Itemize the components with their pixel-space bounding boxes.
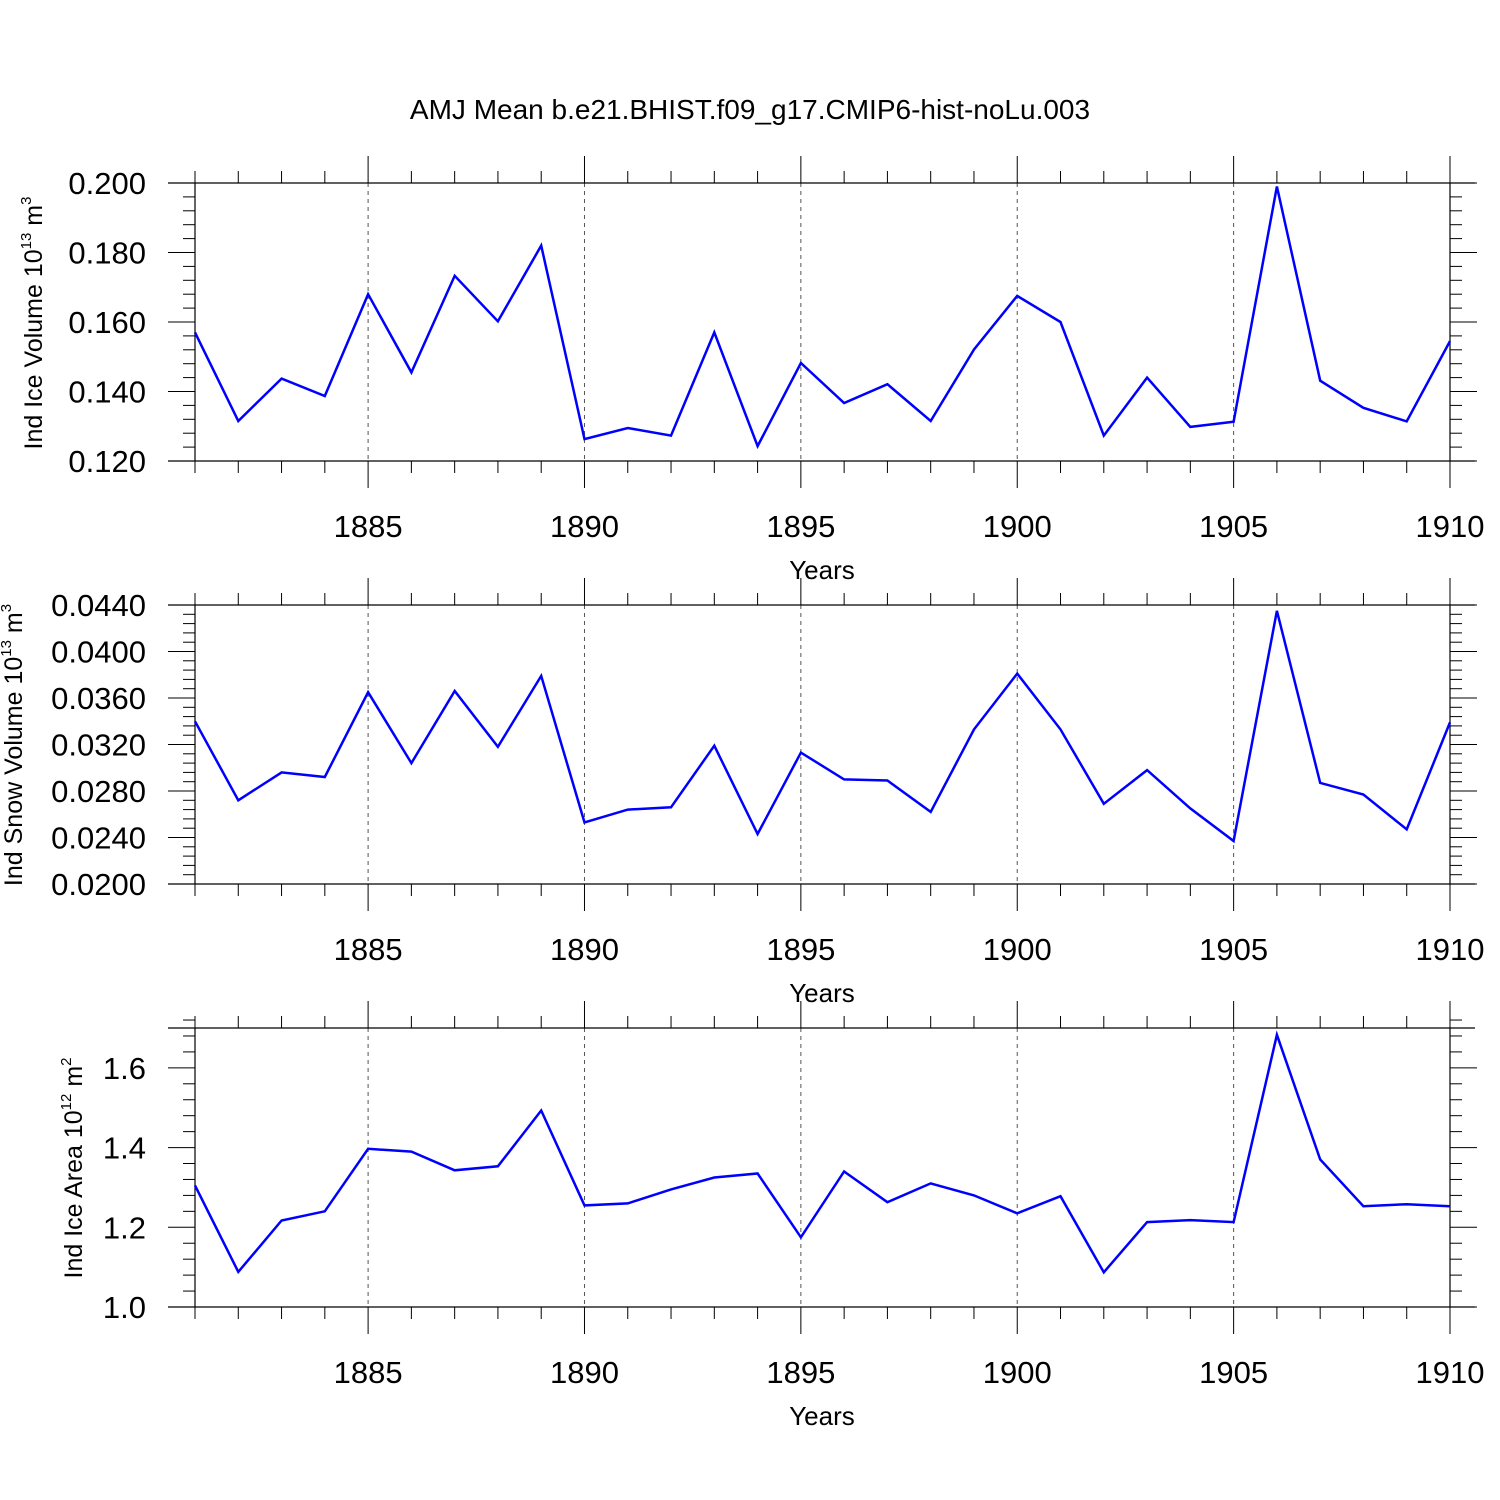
y-tick-label: 0.0280: [51, 774, 146, 809]
x-tick-label: 1910: [1416, 932, 1485, 967]
x-tick-label: 1890: [550, 932, 619, 967]
panel-snow-volume: Years Ind Snow Volume 1013 m3 1885 1890 18…: [0, 578, 1484, 1008]
y-axis-label-exponent: 13: [0, 640, 15, 657]
y-tick-label: 0.0240: [51, 821, 146, 856]
x-tick-label: 1895: [766, 932, 835, 967]
y-tick-label: 0.0440: [51, 588, 146, 623]
y-tick-label: 0.180: [68, 236, 146, 271]
x-axis-label: Years: [789, 978, 855, 1008]
y-tick-label: 0.0360: [51, 681, 146, 716]
y-axis-label-unit-exponent: 2: [58, 1058, 75, 1066]
x-tick-label: 1895: [766, 1355, 835, 1390]
y-tick-label: 0.200: [68, 166, 146, 201]
y-axis-label-unit-exponent: 3: [0, 604, 15, 612]
x-tick-label: 1895: [766, 509, 835, 544]
data-series-line: [193, 610, 1452, 844]
x-tick-label: 1900: [983, 932, 1052, 967]
x-tick-label: 1910: [1416, 1355, 1485, 1390]
x-tick-label: 1900: [983, 509, 1052, 544]
x-axis-label: Years: [789, 555, 855, 585]
y-tick-label: 1.2: [103, 1210, 146, 1245]
y-axis-label-unit: m: [60, 1066, 88, 1094]
y-tick-label: 1.6: [103, 1051, 146, 1086]
x-tick-label: 1905: [1199, 1355, 1268, 1390]
y-axis-label: Ind Ice Area 1012 m2: [58, 1058, 88, 1279]
x-tick-label: 1910: [1416, 509, 1485, 544]
y-tick-label: 0.140: [68, 375, 146, 410]
y-axis-label-main: Ind Ice Volume 10: [20, 249, 48, 449]
y-axis-label-unit-exponent: 3: [18, 197, 35, 205]
x-tick-label: 1885: [334, 1355, 403, 1390]
panel-ice-area: Years Ind Ice Area 1012 m2 1885 1890 1895 1…: [58, 1001, 1484, 1431]
y-axis-label-main: Ind Ice Area 10: [60, 1110, 88, 1278]
x-axis-label: Years: [789, 1401, 855, 1431]
y-tick-label: 0.0320: [51, 728, 146, 763]
y-axis-label-exponent: 12: [58, 1094, 75, 1111]
x-tick-label: 1885: [334, 509, 403, 544]
x-tick-label: 1905: [1199, 509, 1268, 544]
data-series-line: [193, 186, 1452, 450]
x-tick-label: 1890: [550, 509, 619, 544]
y-tick-label: 1.4: [103, 1131, 146, 1166]
y-axis-label: Ind Ice Volume 1013 m3: [18, 197, 48, 450]
panel-ice-volume: Years Ind Ice Volume 1013 m3 1885 1890 189…: [18, 156, 1484, 585]
y-tick-label: 0.0400: [51, 635, 146, 670]
y-axis-label-main: Ind Snow Volume 10: [0, 657, 28, 886]
y-tick-label: 1.0: [103, 1290, 146, 1325]
x-tick-label: 1885: [334, 932, 403, 967]
y-tick-label: 0.120: [68, 444, 146, 479]
data-series-line: [193, 1030, 1451, 1275]
y-tick-label: 0.160: [68, 305, 146, 340]
y-axis-label: Ind Snow Volume 1013 m3: [0, 604, 28, 886]
y-axis-label-unit: m: [20, 205, 48, 233]
y-axis-label-exponent: 13: [18, 233, 35, 250]
x-tick-label: 1890: [550, 1355, 619, 1390]
x-tick-label: 1900: [983, 1355, 1052, 1390]
y-tick-label: 0.0200: [51, 867, 146, 902]
chart-title: AMJ Mean b.e21.BHIST.f09_g17.CMIP6-hist-…: [410, 94, 1090, 125]
x-tick-label: 1905: [1199, 932, 1268, 967]
y-axis-label-unit: m: [0, 612, 28, 640]
